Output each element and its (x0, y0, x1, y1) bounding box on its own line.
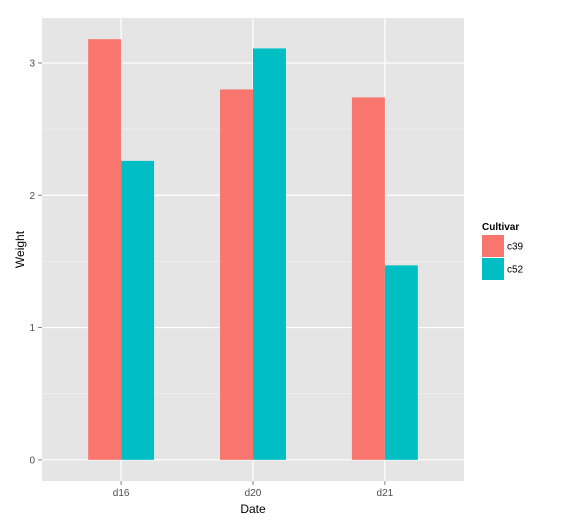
legend-key-c39 (482, 235, 504, 257)
bar-c39-d16 (88, 39, 122, 460)
x-axis-title: Date (240, 502, 266, 516)
bars (88, 39, 418, 460)
x-tick-label: d16 (113, 488, 130, 499)
bar-c52-d21 (384, 265, 418, 460)
x-tick-label: d21 (377, 488, 394, 499)
x-tick-label: d20 (245, 488, 262, 499)
legend: Cultivar c39 c52 (482, 222, 524, 280)
y-tick-label: 1 (29, 323, 35, 334)
bar-c39-d20 (220, 89, 253, 460)
bar-c39-d21 (351, 97, 385, 460)
y-tick-label: 3 (29, 58, 35, 69)
legend-key-c52 (482, 258, 504, 280)
y-axis-ticks: 0 1 2 3 (29, 58, 42, 466)
legend-label-c39: c39 (507, 242, 524, 253)
y-tick-label: 0 (29, 455, 35, 466)
legend-label-c52: c52 (507, 265, 524, 276)
y-tick-label: 2 (29, 191, 35, 202)
legend-title: Cultivar (482, 222, 519, 233)
bar-c52-d16 (121, 160, 155, 460)
bar-c52-d20 (253, 48, 286, 460)
legend-items: c39 c52 (482, 235, 524, 280)
y-axis-title: Weight (13, 230, 27, 268)
x-axis-ticks: d16 d20 d21 (113, 481, 394, 499)
